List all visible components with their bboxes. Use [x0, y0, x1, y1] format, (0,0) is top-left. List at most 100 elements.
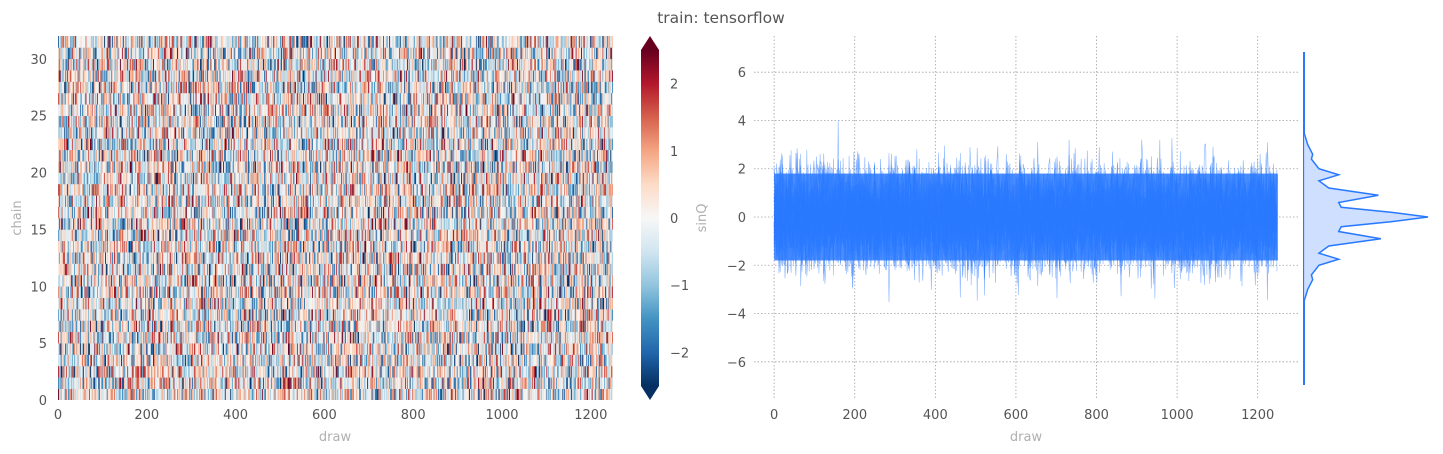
heatmap-cell	[517, 388, 519, 400]
heatmap-cell	[270, 354, 272, 367]
heatmap-cell	[88, 365, 90, 378]
heatmap-cell	[319, 331, 321, 344]
heatmap-cell	[335, 354, 337, 367]
heatmap-cell	[462, 365, 465, 378]
heatmap-cell	[597, 331, 600, 344]
heatmap-cell	[480, 331, 482, 344]
heatmap-cell	[212, 320, 214, 333]
heatmap-cell	[247, 331, 249, 344]
heatmap-cell	[122, 343, 125, 355]
heatmap-cell	[173, 343, 175, 355]
heatmap-cell	[370, 320, 372, 333]
heatmap-cell	[292, 354, 294, 367]
heatmap-cell	[454, 354, 457, 367]
heatmap-cell	[105, 377, 107, 389]
heatmap-cell	[88, 354, 90, 367]
heatmap-cell	[116, 343, 118, 355]
heatmap-cell	[175, 354, 177, 367]
heatmap-cell	[399, 354, 402, 367]
heatmap-cell	[105, 320, 108, 333]
heatmap-cell	[197, 320, 199, 333]
heatmap-cell	[152, 377, 154, 389]
heatmap-cell	[428, 354, 430, 367]
heatmap-cell	[99, 365, 101, 378]
heatmap-cell	[359, 309, 361, 321]
heatmap-cell	[325, 354, 327, 367]
heatmap-cell	[114, 320, 117, 333]
heatmap-cell	[350, 309, 352, 321]
heatmap-cell	[354, 365, 356, 378]
heatmap-cell	[506, 354, 508, 367]
heatmap-cell	[578, 377, 580, 389]
heatmap-cell	[506, 343, 508, 355]
heatmap-cell	[268, 388, 270, 400]
heatmap-cell	[233, 365, 236, 378]
heatmap-cell	[328, 365, 331, 378]
heatmap-cell	[324, 309, 326, 321]
heatmap-cell	[242, 320, 244, 333]
heatmap-cell	[219, 320, 221, 333]
heatmap-cell	[364, 343, 366, 355]
heatmap-cell	[179, 343, 181, 355]
heatmap-cell	[204, 354, 206, 367]
heatmap-cell	[526, 331, 529, 344]
heatmap-cell	[255, 309, 257, 321]
heatmap-cell	[429, 343, 431, 355]
heatmap-cell	[566, 377, 569, 389]
heatmap-cell	[435, 343, 437, 355]
heatmap-cell	[369, 388, 371, 400]
heatmap-cell	[539, 365, 541, 378]
heatmap-cell	[517, 377, 520, 389]
heatmap-cell	[490, 354, 492, 367]
heatmap-cell	[145, 377, 148, 389]
heatmap-cell	[188, 377, 190, 389]
heatmap-cell	[118, 309, 120, 321]
heatmap-cell	[560, 354, 562, 367]
heatmap-cell	[490, 377, 492, 389]
heatmap-cell	[276, 377, 278, 389]
heatmap-cell	[482, 354, 484, 367]
heatmap-cell	[528, 354, 530, 367]
heatmap-cell	[596, 388, 598, 400]
heatmap-cell	[230, 388, 232, 400]
heatmap-cell	[486, 343, 489, 355]
heatmap-cell	[75, 354, 77, 367]
heatmap-cell	[241, 388, 244, 400]
heatmap-cell	[180, 365, 182, 378]
heatmap-cell	[311, 388, 314, 400]
heatmap-cell	[71, 354, 73, 367]
heatmap-cell	[287, 377, 289, 389]
heatmap-cell	[204, 309, 206, 321]
heatmap-cell	[85, 365, 87, 378]
heatmap-cell	[70, 320, 72, 333]
heatmap-cell	[238, 343, 240, 355]
heatmap-cell	[486, 331, 489, 344]
heatmap-cell	[559, 377, 561, 389]
heatmap-cell	[76, 388, 78, 400]
heatmap-cell	[270, 365, 272, 378]
heatmap-cell	[494, 343, 496, 355]
heatmap-cell	[112, 377, 114, 389]
heatmap-cell	[238, 309, 240, 321]
heatmap-cell	[89, 388, 91, 400]
heatmap-cell	[383, 354, 385, 367]
heatmap-cell	[106, 377, 109, 389]
heatmap-cell	[438, 354, 441, 367]
heatmap-cell	[129, 331, 132, 344]
heatmap-cell	[344, 343, 347, 355]
heatmap-cell	[597, 354, 600, 367]
heatmap-cell	[272, 320, 275, 333]
heatmap-cell	[354, 320, 356, 333]
heatmap-cell	[538, 354, 540, 367]
heatmap-cell	[422, 331, 424, 344]
heatmap-cell	[210, 388, 212, 400]
heatmap-cell	[192, 309, 195, 321]
heatmap-cell	[562, 365, 564, 378]
heatmap-cell	[208, 388, 211, 400]
heatmap-cell	[279, 343, 281, 355]
heatmap-cell	[208, 365, 210, 378]
heatmap-cell	[600, 377, 602, 389]
heatmap-cell	[217, 377, 220, 389]
heatmap-cell	[462, 320, 464, 333]
heatmap-cell	[108, 343, 110, 355]
